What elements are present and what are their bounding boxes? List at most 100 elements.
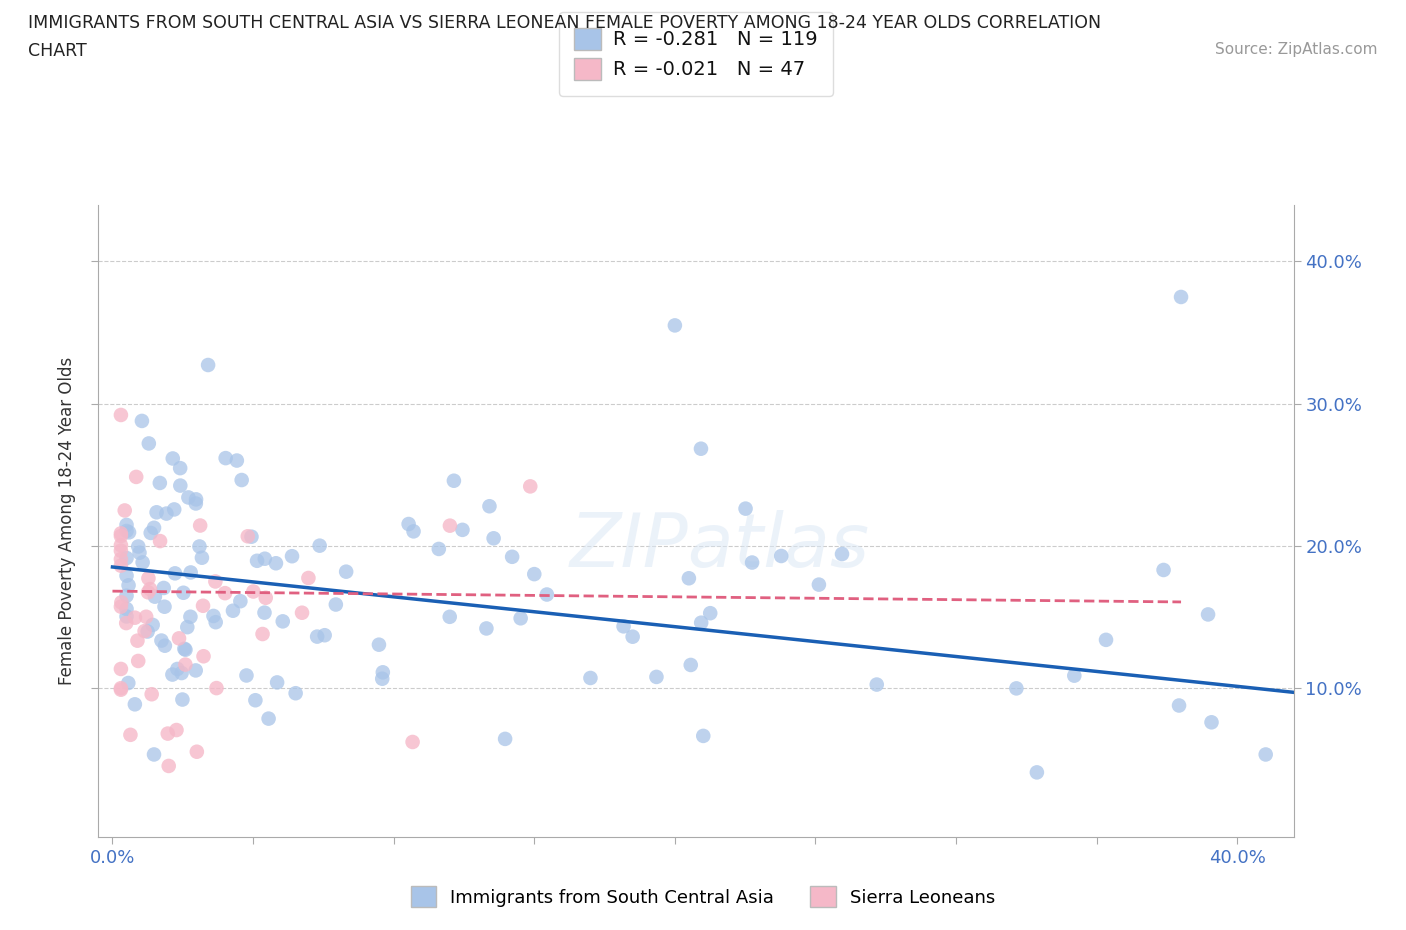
Point <box>240 529 263 544</box>
Point <box>127 539 149 554</box>
Point <box>118 525 141 539</box>
Point <box>679 658 702 672</box>
Point <box>699 605 721 620</box>
Point <box>245 693 267 708</box>
Point <box>314 628 336 643</box>
Point <box>117 675 139 690</box>
Point <box>134 624 156 639</box>
Point <box>264 556 287 571</box>
Point <box>170 666 193 681</box>
Point <box>115 568 138 583</box>
Point <box>180 565 202 580</box>
Point <box>478 498 501 513</box>
Point <box>163 566 186 581</box>
Text: Source: ZipAtlas.com: Source: ZipAtlas.com <box>1215 42 1378 57</box>
Point <box>402 524 425 538</box>
Point <box>246 553 269 568</box>
Point <box>191 551 214 565</box>
Point <box>308 538 330 553</box>
Point <box>612 618 634 633</box>
Point <box>307 630 329 644</box>
Point <box>191 598 214 613</box>
Point <box>157 759 180 774</box>
Point <box>621 630 644 644</box>
Point <box>1254 747 1277 762</box>
Point <box>110 683 132 698</box>
Point <box>115 524 138 538</box>
Point <box>475 621 498 636</box>
Point <box>235 668 257 683</box>
Point <box>152 580 174 595</box>
Y-axis label: Female Poverty Among 18-24 Year Olds: Female Poverty Among 18-24 Year Olds <box>58 357 76 684</box>
Point <box>110 558 132 573</box>
Point <box>204 615 226 630</box>
Point <box>131 414 153 429</box>
Point <box>110 681 132 696</box>
Point <box>368 637 391 652</box>
Point <box>143 747 166 762</box>
Point <box>253 551 276 566</box>
Point <box>482 531 505 546</box>
Point <box>439 518 461 533</box>
Point <box>519 479 541 494</box>
Point <box>155 506 177 521</box>
Point <box>149 534 172 549</box>
Point <box>143 590 166 604</box>
Point <box>692 728 714 743</box>
Point <box>142 618 165 632</box>
Point <box>115 517 138 532</box>
Point <box>184 496 207 511</box>
Point <box>110 543 132 558</box>
Point <box>1153 563 1175 578</box>
Point <box>664 318 686 333</box>
Point <box>205 681 228 696</box>
Point <box>176 619 198 634</box>
Point <box>770 549 793 564</box>
Point <box>204 574 226 589</box>
Point <box>1025 765 1047 780</box>
Point <box>443 473 465 488</box>
Point <box>110 595 132 610</box>
Point <box>193 649 215 664</box>
Point <box>1095 632 1118 647</box>
Point <box>115 589 138 604</box>
Point <box>253 605 276 620</box>
Point <box>179 609 201 624</box>
Point <box>115 551 138 565</box>
Point <box>494 732 516 747</box>
Point <box>135 609 157 624</box>
Point <box>110 661 132 676</box>
Point <box>115 602 138 617</box>
Point <box>177 490 200 505</box>
Point <box>831 547 853 562</box>
Point <box>139 581 162 596</box>
Legend: R = -0.281   N = 119, R = -0.021   N = 47: R = -0.281 N = 119, R = -0.021 N = 47 <box>558 12 834 96</box>
Point <box>734 501 756 516</box>
Point <box>153 638 176 653</box>
Point <box>110 538 132 552</box>
Point <box>236 529 259 544</box>
Point <box>523 566 546 581</box>
Point <box>188 539 211 554</box>
Point <box>167 631 190 645</box>
Point <box>807 578 830 592</box>
Point <box>115 609 138 624</box>
Point <box>297 570 319 585</box>
Point <box>371 671 394 686</box>
Point <box>866 677 889 692</box>
Point <box>184 492 207 507</box>
Point <box>229 593 252 608</box>
Point <box>174 658 197 672</box>
Point <box>398 516 420 531</box>
Point <box>335 565 357 579</box>
Point <box>197 357 219 372</box>
Point <box>1170 289 1192 304</box>
Point <box>136 624 159 639</box>
Point <box>163 502 186 517</box>
Point <box>149 475 172 490</box>
Point <box>110 551 132 566</box>
Point <box>1063 669 1085 684</box>
Point <box>166 661 188 676</box>
Point <box>202 608 225 623</box>
Point <box>501 550 523 565</box>
